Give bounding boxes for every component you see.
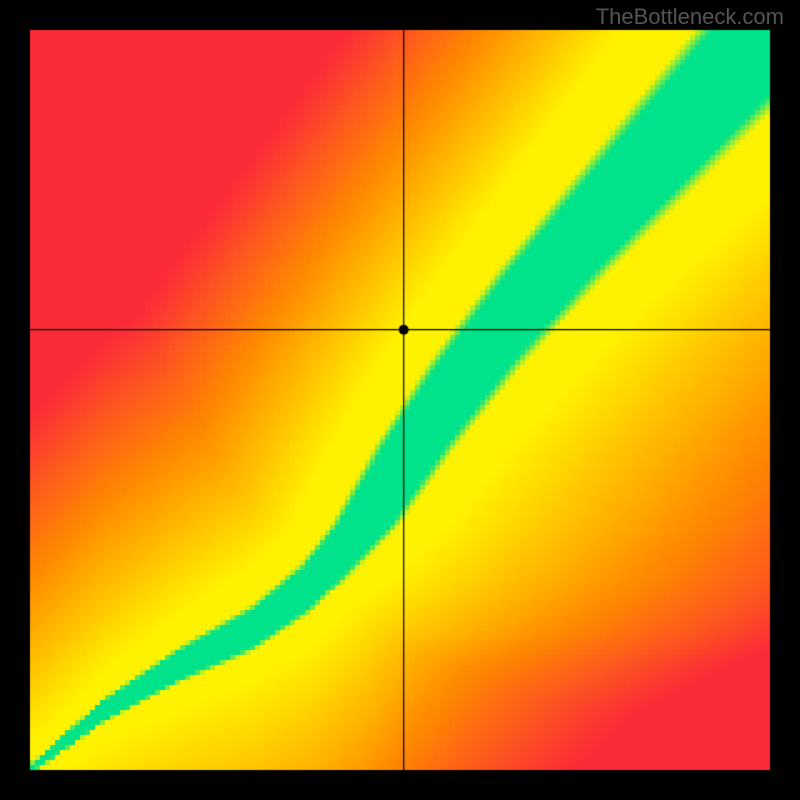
watermark-text: TheBottleneck.com <box>596 4 784 30</box>
heatmap-canvas <box>0 0 800 800</box>
chart-container: TheBottleneck.com <box>0 0 800 800</box>
